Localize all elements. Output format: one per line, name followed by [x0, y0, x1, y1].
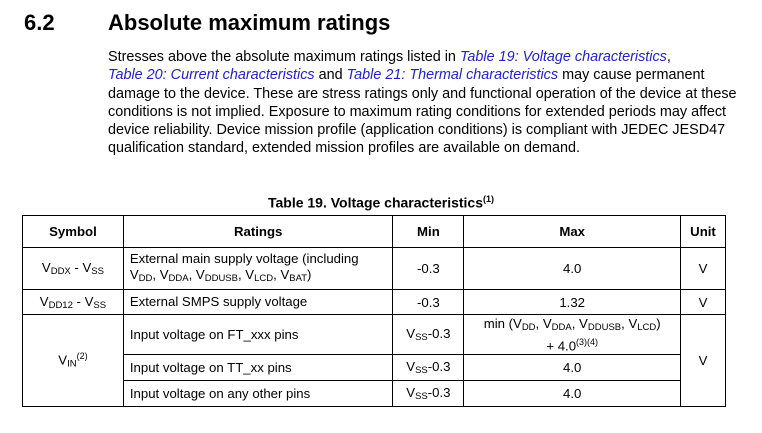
cell-rating: Input voltage on any other pins	[122, 380, 394, 407]
cell-unit: V	[680, 314, 726, 407]
table-19-link[interactable]: Table 19: Voltage characteristics	[459, 49, 667, 65]
header-max: Max	[463, 215, 681, 248]
table-caption-note: (1)	[483, 194, 495, 204]
section-number: 6.2	[24, 10, 55, 35]
section-title: Absolute maximum ratings	[108, 10, 391, 35]
table-row: Input voltage on TT_xx pins VSS-0.3 4.0	[23, 354, 726, 381]
table-21-link[interactable]: Table 21: Thermal characteristics	[346, 67, 559, 84]
table-row: VDDX - VSS External main supply voltage …	[22, 247, 726, 290]
cell-unit: V	[680, 247, 726, 290]
cell-max: 4.0	[463, 354, 681, 381]
intro-paragraph: Stresses above the absolute maximum rati…	[108, 48, 748, 158]
header-unit: Unit	[680, 215, 726, 248]
voltage-characteristics-table: Symbol Ratings Min Max Unit VDDX - VSS E…	[22, 215, 726, 407]
table-row: VDD12 - VSS External SMPS supply voltage…	[22, 289, 726, 315]
cell-rating: Input voltage on TT_xx pins	[122, 354, 394, 381]
intro-text: and	[314, 67, 347, 84]
cell-min: VSS-0.3	[392, 380, 465, 407]
cell-min: VSS-0.3	[392, 354, 465, 381]
table-row: VIN(2) Input voltage on FT_xxx pins VSS-…	[22, 314, 726, 407]
table-header-row: Symbol Ratings Min Max Unit	[22, 215, 726, 248]
intro-text: may cause permanent damage to the device…	[108, 67, 737, 157]
intro-text: ,	[666, 49, 671, 65]
cell-max: 4.0	[463, 247, 681, 290]
intro-text: Stresses above the absolute maximum rati…	[108, 49, 460, 65]
cell-min: -0.3	[392, 247, 465, 290]
header-symbol: Symbol	[22, 215, 124, 248]
table-caption-text: Table 19. Voltage characteristics	[267, 194, 484, 211]
cell-rating: Input voltage on FT_xxx pins	[122, 314, 394, 355]
cell-symbol: VDDX - VSS	[22, 247, 124, 290]
table-20-link[interactable]: Table 20: Current characteristics	[108, 67, 315, 84]
table-caption: Table 19. Voltage characteristics(1)	[0, 194, 762, 211]
cell-max: 1.32	[463, 289, 681, 315]
cell-max: min (VDD, VDDA, VDDUSB, VLCD) + 4.0(3)(4)	[463, 314, 681, 355]
header-ratings: Ratings	[122, 215, 394, 248]
cell-min: -0.3	[392, 289, 465, 315]
cell-symbol: VIN(2)	[22, 314, 124, 407]
table-row: Input voltage on any other pins VSS-0.3 …	[23, 380, 726, 407]
cell-rating: External SMPS supply voltage	[122, 289, 394, 315]
header-min: Min	[392, 215, 465, 248]
cell-min: VSS-0.3	[392, 314, 465, 355]
cell-max: 4.0	[463, 380, 681, 407]
cell-symbol: VDD12 - VSS	[22, 289, 124, 315]
cell-rating: External main supply voltage (including V…	[122, 247, 394, 290]
cell-unit: V	[680, 289, 726, 315]
